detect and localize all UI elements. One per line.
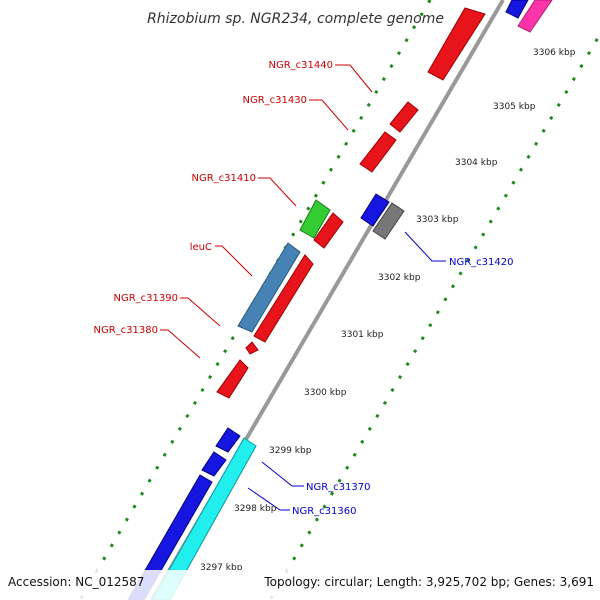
tick-label: 3301 kbp (341, 330, 384, 340)
gene-ngr-c31430b[interactable] (359, 131, 397, 173)
gene-ngr-c31430[interactable] (389, 101, 419, 133)
tick-label: 3297 kbp (200, 563, 243, 573)
gene-label[interactable]: NGR_c31430 (243, 95, 308, 106)
gene-ngr-c31370-a[interactable] (215, 427, 241, 453)
gene-ngr-c31420-blue[interactable] (360, 193, 390, 227)
tick-label: 3300 kbp (304, 388, 347, 398)
gene-magenta-top[interactable] (517, 0, 553, 33)
gene-ngr-c31360-blue[interactable] (127, 474, 213, 600)
gene-labels-forward: NGR_c31440 NGR_c31430 NGR_c31410 leuC NG… (94, 60, 334, 336)
gene-label[interactable]: NGR_c31420 (449, 257, 514, 268)
gene-ngr-c31370-cyan[interactable] (151, 437, 257, 600)
topology-text: Topology: circular; Length: 3,925,702 bp… (263, 575, 594, 589)
tick-label: 3298 kbp (234, 504, 277, 514)
gene-features (127, 0, 553, 600)
gene-ngr-c31420-gray[interactable] (372, 202, 405, 240)
gene-label[interactable]: NGR_c31410 (192, 173, 257, 184)
position-ticks: 3297 kbp 3298 kbp 3299 kbp 3300 kbp 3301… (200, 48, 576, 573)
footer-backdrop (0, 570, 600, 600)
accession-text: Accession: NC_012587 (8, 575, 144, 589)
gene-red-small[interactable] (313, 212, 344, 249)
tick-label: 3306 kbp (533, 48, 576, 58)
gene-ngr-c31370-b[interactable] (201, 451, 227, 477)
gene-ngr-c31380[interactable] (216, 359, 249, 399)
tick-label: 3304 kbp (455, 158, 498, 168)
gene-labels-reverse: NGR_c31420 NGR_c31370 NGR_c31360 (292, 257, 514, 517)
tick-label: 3299 kbp (269, 446, 312, 456)
gene-red-tiny[interactable] (245, 341, 259, 355)
tick-label: 3302 kbp (378, 273, 421, 283)
guide-track-inner (268, 31, 600, 600)
gene-label[interactable]: NGR_c31380 (94, 325, 159, 336)
tick-label: 3305 kbp (493, 102, 536, 112)
gene-ngr-c31410[interactable] (299, 199, 331, 239)
gene-leuc[interactable] (237, 242, 301, 333)
tick-label: 3303 kbp (416, 215, 459, 225)
gene-ngr-c31390[interactable] (253, 254, 314, 343)
gene-ngr-c31440[interactable] (427, 7, 486, 81)
gene-label[interactable]: leuC (190, 242, 212, 253)
gene-label[interactable]: NGR_c31370 (306, 482, 371, 493)
gene-blue-top[interactable] (505, 0, 529, 19)
gene-label[interactable]: NGR_c31440 (269, 60, 334, 71)
gene-label[interactable]: NGR_c31390 (114, 293, 179, 304)
gene-label[interactable]: NGR_c31360 (292, 506, 357, 517)
map-title: Rhizobium sp. NGR234, complete genome (147, 11, 444, 27)
leader-lines (160, 64, 446, 511)
